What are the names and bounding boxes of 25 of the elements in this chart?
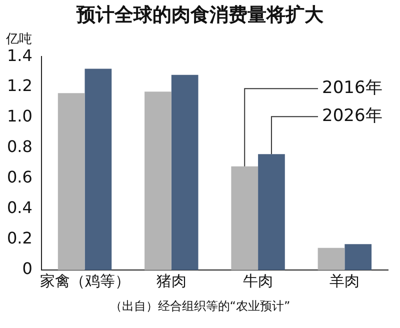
- bar: [344, 244, 372, 270]
- y-axis-title: 亿吨: [6, 31, 32, 48]
- y-tick-label: 0.2: [6, 228, 32, 248]
- x-tick-label: 家禽（鸡等）: [40, 272, 130, 290]
- text: 2016年: [322, 78, 382, 98]
- x-tick-label: 羊肉: [330, 272, 360, 290]
- y-tick-label: 0.6: [6, 168, 32, 187]
- y-tick-label: 0.8: [6, 137, 32, 156]
- y-tick-label: 1.2: [6, 76, 32, 96]
- x-tick-label: 牛肉: [243, 272, 274, 290]
- y-tick-label: 0.4: [6, 198, 32, 218]
- y-tick-label: 0: [22, 259, 32, 278]
- y-tick-label: 1.4: [6, 46, 32, 65]
- bar: [318, 248, 345, 270]
- text: （出自）经合组织等的“农业预计”: [108, 298, 292, 315]
- text: 2026年: [322, 106, 382, 126]
- bar: [258, 154, 285, 270]
- bar: [171, 74, 198, 270]
- bar: [144, 92, 172, 270]
- bar: [58, 93, 85, 270]
- bar: [231, 166, 258, 270]
- bar: [84, 68, 112, 270]
- chart-title: 预计全球的肉食消费量将扩大: [75, 3, 324, 28]
- x-tick-label: 猪肉: [156, 272, 186, 290]
- y-tick-label: 1.0: [6, 106, 32, 126]
